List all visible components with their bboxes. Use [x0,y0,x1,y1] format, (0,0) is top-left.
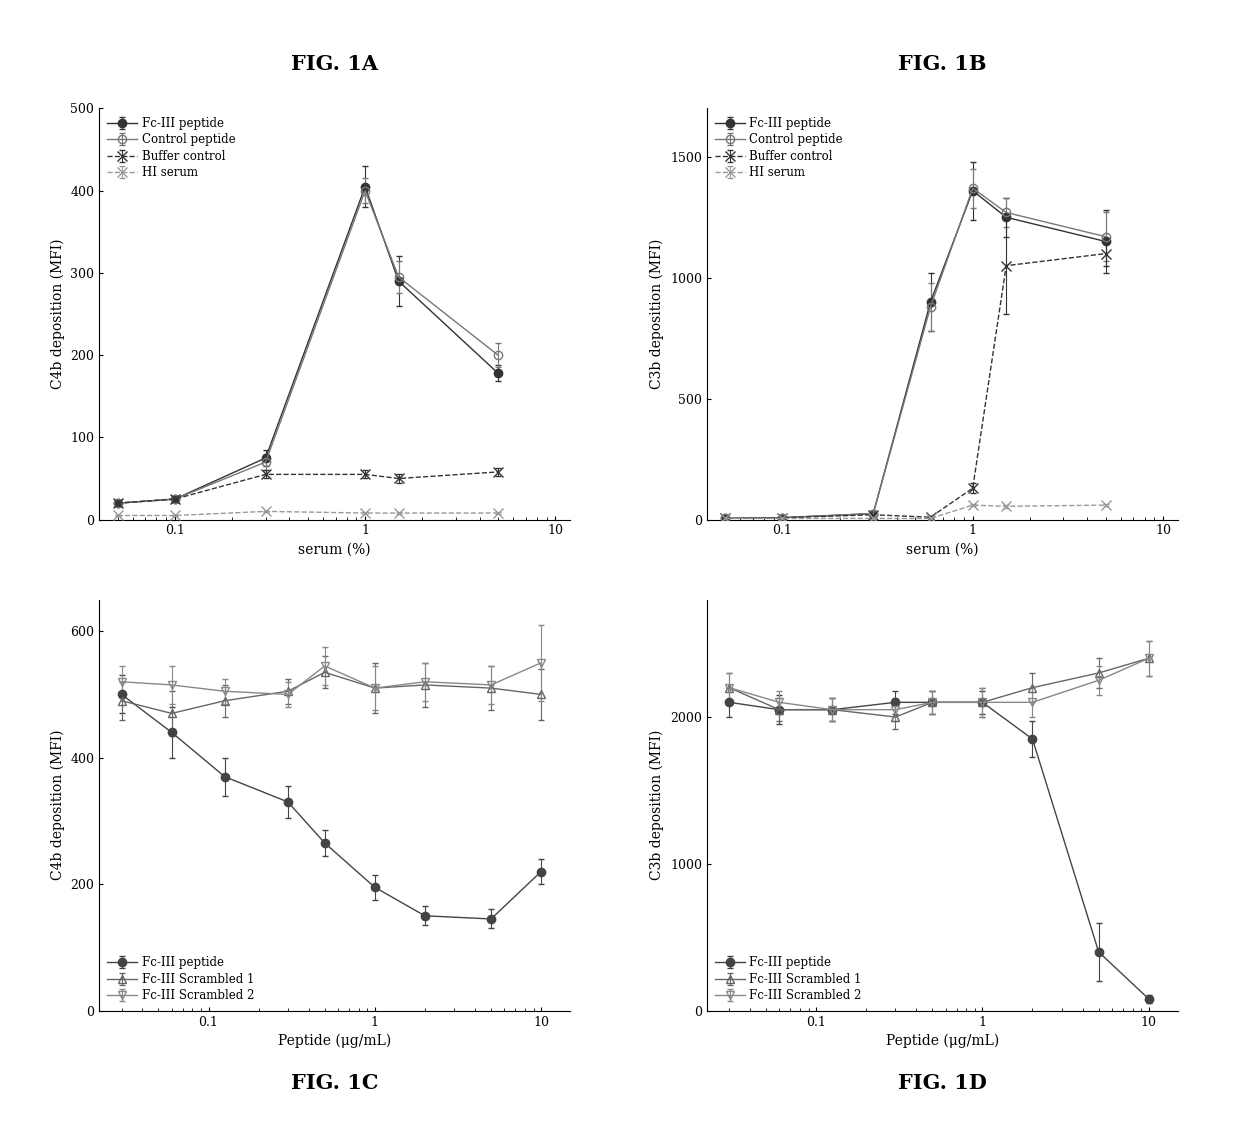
Text: FIG. 1B: FIG. 1B [898,54,987,74]
Legend: Fc-III peptide, Fc-III Scrambled 1, Fc-III Scrambled 2: Fc-III peptide, Fc-III Scrambled 1, Fc-I… [713,954,864,1005]
Y-axis label: C3b deposition (MFI): C3b deposition (MFI) [650,730,665,880]
X-axis label: serum (%): serum (%) [299,544,371,557]
Legend: Fc-III peptide, Fc-III Scrambled 1, Fc-III Scrambled 2: Fc-III peptide, Fc-III Scrambled 1, Fc-I… [105,954,257,1005]
Text: FIG. 1C: FIG. 1C [291,1073,378,1094]
Y-axis label: C4b deposition (MFI): C4b deposition (MFI) [51,239,64,389]
X-axis label: serum (%): serum (%) [906,544,978,557]
Legend: Fc-III peptide, Control peptide, Buffer control, HI serum: Fc-III peptide, Control peptide, Buffer … [713,114,846,182]
Text: FIG. 1A: FIG. 1A [291,54,378,74]
X-axis label: Peptide (μg/mL): Peptide (μg/mL) [278,1035,392,1048]
X-axis label: Peptide (μg/mL): Peptide (μg/mL) [885,1035,999,1048]
Y-axis label: C3b deposition (MFI): C3b deposition (MFI) [650,239,665,389]
Text: FIG. 1D: FIG. 1D [898,1073,987,1094]
Y-axis label: C4b deposition (MFI): C4b deposition (MFI) [51,730,64,880]
Legend: Fc-III peptide, Control peptide, Buffer control, HI serum: Fc-III peptide, Control peptide, Buffer … [105,114,238,182]
